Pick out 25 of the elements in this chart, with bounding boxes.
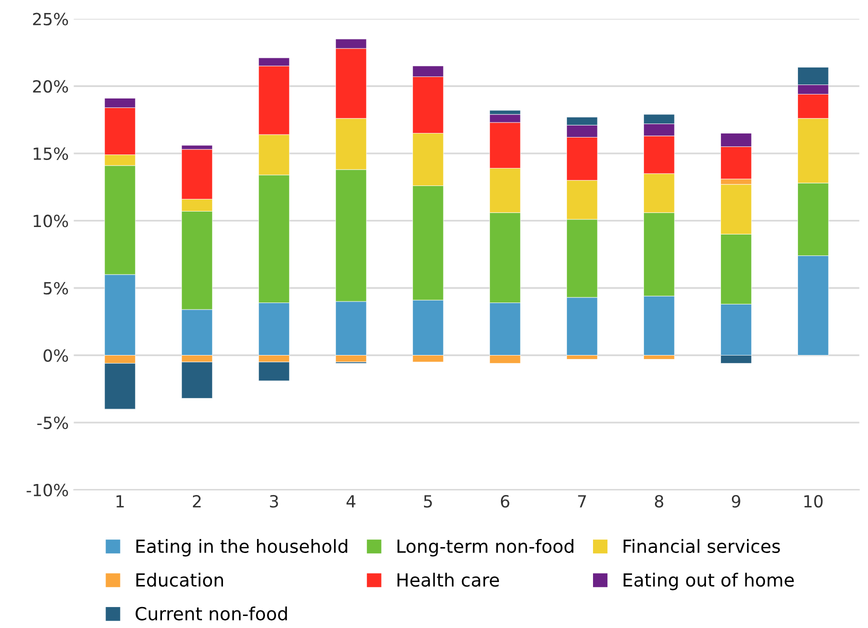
- x-tick-label: 10: [804, 494, 823, 508]
- x-tick-label: 4: [346, 495, 356, 508]
- y-tick-label: 25%: [33, 12, 68, 26]
- x-tick-label: 6: [500, 494, 510, 508]
- legend-label: Eating out of home: [624, 572, 794, 590]
- legend-label: Eating in the household: [136, 539, 348, 557]
- legend-label: Health care: [398, 572, 499, 587]
- x-tick-label: 9: [732, 494, 740, 508]
- x-tick-label: 8: [654, 494, 664, 508]
- x-tick-label: 2: [192, 494, 201, 508]
- y-tick-label: 20%: [33, 80, 68, 93]
- y-tick-label: 15%: [34, 147, 68, 160]
- legend-label: Long-term non-food: [398, 539, 574, 557]
- legend-label: Current non-food: [136, 606, 287, 620]
- x-tick-label: 7: [578, 495, 586, 508]
- x-tick-label: 3: [270, 494, 278, 508]
- legend-label: Education: [136, 572, 223, 587]
- y-tick-label: -10%: [26, 484, 68, 496]
- y-tick-label: 10%: [34, 214, 68, 228]
- y-tick-label: 0%: [44, 349, 68, 362]
- legend-label: Financial services: [624, 539, 780, 554]
- x-tick-label: 5: [424, 495, 432, 508]
- y-tick-label: 5%: [44, 282, 68, 295]
- x-tick-label: 1: [116, 495, 124, 508]
- y-tick-label: -5%: [37, 416, 68, 430]
